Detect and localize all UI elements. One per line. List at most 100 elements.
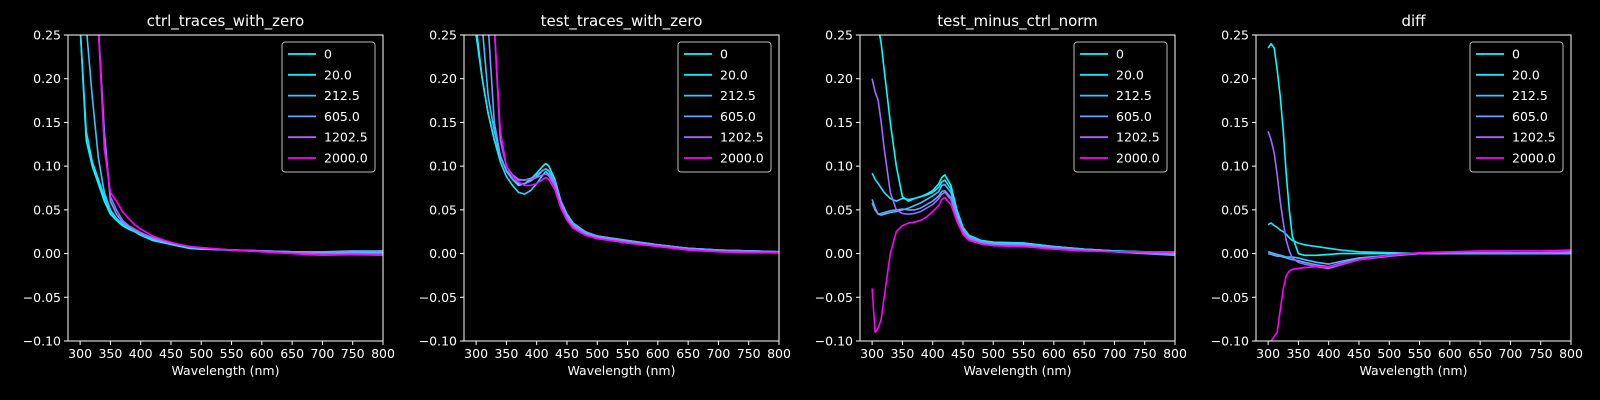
x-tick-label: 550 <box>616 346 640 361</box>
legend-label: 1202.5 <box>720 130 764 145</box>
legend-label: 605.0 <box>324 109 360 124</box>
series-group <box>1267 42 1571 341</box>
series-line-20.0 <box>1267 222 1571 255</box>
x-tick-label: 650 <box>280 346 304 361</box>
series-line-1202.5 <box>1267 130 1571 270</box>
y-tick-label: 0.05 <box>1221 202 1249 217</box>
x-tick-label: 750 <box>1529 346 1553 361</box>
x-tick-label: 450 <box>1347 346 1371 361</box>
x-axis-label: Wavelength (nm) <box>964 363 1072 378</box>
x-tick-label: 450 <box>555 346 579 361</box>
x-tick-label: 800 <box>1559 346 1583 361</box>
x-tick-label: 500 <box>981 346 1005 361</box>
x-tick-label: 750 <box>737 346 761 361</box>
legend: 0 20.0 212.5 605.0 1202.5 2000.0 <box>677 41 772 173</box>
y-tick-label: −0.10 <box>1211 334 1249 349</box>
x-axis-label: Wavelength (nm) <box>568 363 676 378</box>
y-tick-label: −0.10 <box>419 334 457 349</box>
y-tick-label: 0.15 <box>429 115 457 130</box>
legend: 0 20.0 212.5 605.0 1202.5 2000.0 <box>1469 41 1564 173</box>
x-tick-label: 350 <box>890 346 914 361</box>
y-tick-label: 0.05 <box>429 202 457 217</box>
y-tick-label: 0.25 <box>429 28 457 43</box>
x-tick-label: 450 <box>159 346 183 361</box>
y-tick-label: −0.05 <box>23 290 61 305</box>
x-tick-label: 800 <box>767 346 791 361</box>
series-group <box>871 35 1175 334</box>
y-tick-label: 0.05 <box>825 202 853 217</box>
legend-label: 0 <box>324 47 332 62</box>
legend-label: 0 <box>720 47 728 62</box>
series-line-2000.0 <box>871 196 1175 334</box>
legend-label: 2000.0 <box>1512 151 1556 166</box>
series-line-1202.5 <box>871 78 1175 255</box>
legend-label: 605.0 <box>1116 109 1152 124</box>
chart-panel: diff 300 350 400 450 500 550 600 650 700 750 800 0.2… <box>1211 12 1583 378</box>
x-tick-label: 350 <box>98 346 122 361</box>
y-tick-label: 0.20 <box>1221 71 1249 86</box>
y-tick-label: 0.10 <box>825 159 853 174</box>
x-tick-label: 500 <box>585 346 609 361</box>
legend-label: 2000.0 <box>1116 151 1160 166</box>
x-tick-label: 550 <box>220 346 244 361</box>
axes-frame <box>67 34 384 342</box>
x-tick-label: 450 <box>951 346 975 361</box>
y-tick-label: 0.00 <box>825 246 853 261</box>
x-tick-label: 400 <box>1317 346 1341 361</box>
series-line-2000.0 <box>97 35 383 257</box>
y-tick-label: −0.05 <box>1211 290 1249 305</box>
axes-frame <box>1255 34 1572 342</box>
y-tick-label: 0.20 <box>825 71 853 86</box>
y-tick-label: 0.10 <box>429 159 457 174</box>
legend-label: 1202.5 <box>1116 130 1160 145</box>
x-tick-label: 350 <box>494 346 518 361</box>
x-tick-label: 600 <box>646 346 670 361</box>
y-tick-label: 0.00 <box>1221 246 1249 261</box>
x-tick-label: 400 <box>921 346 945 361</box>
y-tick-label: 0.05 <box>33 202 61 217</box>
x-tick-label: 400 <box>129 346 153 361</box>
y-tick-label: 0.00 <box>429 246 457 261</box>
x-tick-label: 700 <box>1498 346 1522 361</box>
chart-title: test_minus_ctrl_norm <box>937 12 1098 31</box>
y-tick-label: 0.20 <box>33 71 61 86</box>
chart-title: ctrl_traces_with_zero <box>147 12 304 31</box>
chart-panel: test_traces_with_zero 300 350 400 450 500 550 6… <box>419 12 791 378</box>
x-tick-label: 800 <box>1163 346 1187 361</box>
legend-label: 212.5 <box>1512 88 1548 103</box>
series-line-2000.0 <box>1270 249 1571 341</box>
axes-frame <box>463 34 780 342</box>
axes-frame <box>859 34 1176 342</box>
chart-title: test_traces_with_zero <box>541 12 703 31</box>
x-tick-label: 750 <box>1133 346 1157 361</box>
legend-label: 20.0 <box>1116 67 1144 82</box>
series-line-2000.0 <box>493 35 779 254</box>
series-line-605.0 <box>871 189 1175 257</box>
x-tick-label: 600 <box>1438 346 1462 361</box>
x-tick-label: 700 <box>1102 346 1126 361</box>
series-line-212.5 <box>871 183 1175 256</box>
legend-label: 0 <box>1512 47 1520 62</box>
x-tick-label: 300 <box>464 346 488 361</box>
y-tick-label: 0.10 <box>33 159 61 174</box>
legend: 0 20.0 212.5 605.0 1202.5 2000.0 <box>281 41 376 173</box>
x-tick-label: 700 <box>706 346 730 361</box>
chart-title: diff <box>1401 12 1426 30</box>
legend-label: 2000.0 <box>324 151 368 166</box>
legend-label: 212.5 <box>1116 88 1152 103</box>
series-line-20.0 <box>871 172 1175 255</box>
legend-label: 20.0 <box>324 67 352 82</box>
x-tick-label: 300 <box>1256 346 1280 361</box>
legend-label: 0 <box>1116 47 1124 62</box>
y-tick-label: −0.05 <box>815 290 853 305</box>
x-tick-label: 550 <box>1408 346 1432 361</box>
x-tick-label: 600 <box>250 346 274 361</box>
x-tick-label: 550 <box>1012 346 1036 361</box>
x-tick-label: 600 <box>1042 346 1066 361</box>
y-tick-label: −0.05 <box>419 290 457 305</box>
x-tick-label: 300 <box>860 346 884 361</box>
y-tick-label: 0.15 <box>825 115 853 130</box>
x-tick-label: 650 <box>1468 346 1492 361</box>
legend-label: 212.5 <box>324 88 360 103</box>
